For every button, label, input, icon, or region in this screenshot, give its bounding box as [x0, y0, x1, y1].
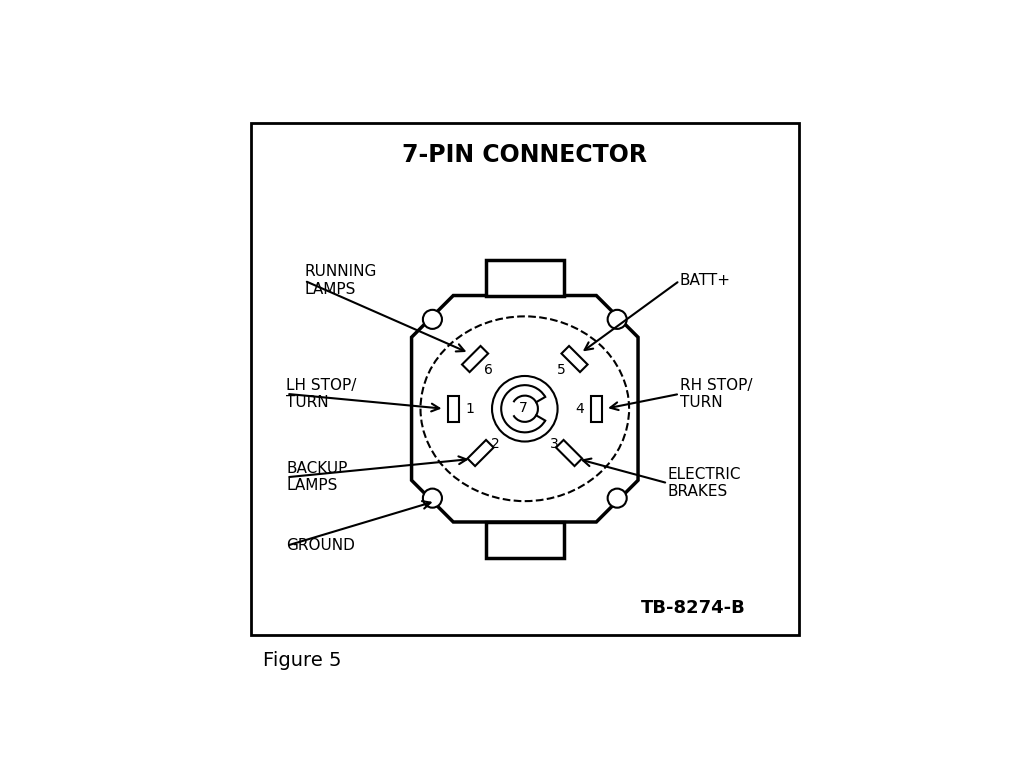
Circle shape — [607, 310, 627, 329]
Text: 3: 3 — [550, 437, 558, 451]
Text: 6: 6 — [483, 363, 493, 377]
Polygon shape — [468, 440, 494, 466]
Text: 7: 7 — [518, 401, 527, 415]
Bar — [251, 122, 799, 635]
Circle shape — [423, 488, 442, 508]
Circle shape — [492, 376, 558, 441]
Text: ELECTRIC
BRAKES: ELECTRIC BRAKES — [668, 467, 741, 499]
Text: BATT+: BATT+ — [680, 273, 731, 288]
Text: 7-PIN CONNECTOR: 7-PIN CONNECTOR — [402, 143, 647, 167]
Text: 2: 2 — [492, 437, 500, 451]
Circle shape — [607, 488, 627, 508]
Polygon shape — [556, 440, 582, 466]
Text: 1: 1 — [466, 402, 474, 416]
Polygon shape — [591, 396, 602, 422]
Text: 4: 4 — [575, 402, 584, 416]
Bar — [486, 522, 563, 558]
Text: LH STOP/
TURN: LH STOP/ TURN — [287, 378, 356, 410]
Polygon shape — [462, 346, 488, 372]
Text: BACKUP
LAMPS: BACKUP LAMPS — [287, 461, 348, 494]
Text: RH STOP/
TURN: RH STOP/ TURN — [680, 378, 753, 410]
Circle shape — [423, 310, 442, 329]
Text: TB-8274-B: TB-8274-B — [641, 599, 745, 618]
Polygon shape — [447, 396, 459, 422]
Polygon shape — [412, 296, 638, 522]
Text: Figure 5: Figure 5 — [262, 651, 341, 670]
Text: GROUND: GROUND — [287, 539, 355, 553]
Bar — [486, 260, 563, 296]
Text: 5: 5 — [557, 363, 566, 377]
Polygon shape — [561, 346, 588, 372]
Text: RUNNING
LAMPS: RUNNING LAMPS — [304, 265, 377, 296]
